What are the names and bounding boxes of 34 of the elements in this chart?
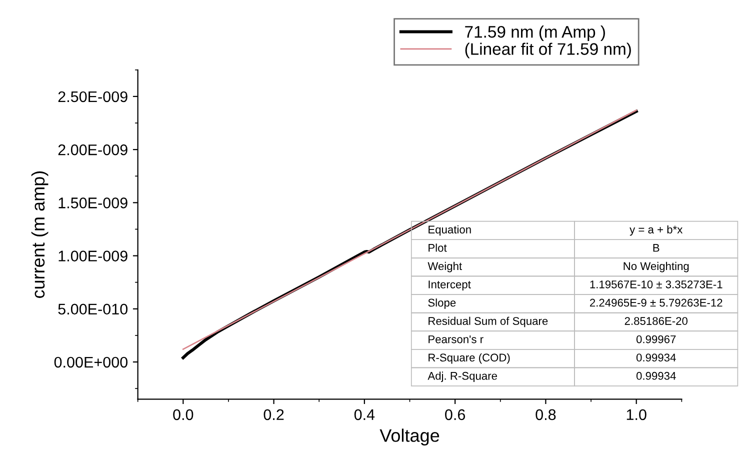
annotation: 0.99934 xyxy=(636,354,676,362)
annotation: Adj. R-Square xyxy=(428,372,497,382)
x-tick-label: 1.0 xyxy=(626,409,646,420)
legend-label: 71.59 nm (m Amp ) xyxy=(465,26,605,42)
y-axis-title: current (m amp) xyxy=(31,171,48,298)
annotation: Slope xyxy=(428,298,456,309)
y-tick-label: 2.50E-009 xyxy=(58,91,128,102)
annotation: Plot xyxy=(428,244,447,252)
annotation: B xyxy=(653,244,660,252)
annotation: Equation xyxy=(428,225,471,236)
x-tick-label: 0.4 xyxy=(354,409,375,420)
x-tick-label: 0.0 xyxy=(173,409,194,420)
annotation: 2.24965E-9 ± 5.79263E-12 xyxy=(590,298,722,307)
x-tick-label: 0.2 xyxy=(264,409,284,420)
annotation: 0.99934 xyxy=(636,372,676,380)
annotation: Pearson's r xyxy=(428,335,484,344)
y-tick-label: 1.00E-009 xyxy=(58,250,128,262)
annotation: Weight xyxy=(428,262,462,272)
x-tick-label: 0.8 xyxy=(536,409,556,420)
y-tick-label: 2.00E-009 xyxy=(58,144,128,156)
annotation: 2.85186E-20 xyxy=(624,317,688,325)
annotation: Residual Sum of Square xyxy=(428,316,548,328)
x-tick-label: 0.6 xyxy=(445,409,466,420)
x-axis-title: Voltage xyxy=(380,428,440,446)
annotation: 1.19567E-10 ± 3.35273E-1 xyxy=(590,280,722,288)
annotation: No Weighting xyxy=(624,262,689,272)
legend-label: (Linear fit of 71.59 nm) xyxy=(465,42,631,58)
y-tick-label: 0.00E+000 xyxy=(54,356,128,368)
annotation: 0.99967 xyxy=(636,335,676,344)
y-tick-label: 1.50E-009 xyxy=(58,198,128,208)
annotation: y = a + b*x xyxy=(630,225,683,236)
annotation: R-Square (COD) xyxy=(428,353,510,364)
annotation: Intercept xyxy=(428,280,471,291)
y-tick-label: 5.00E-010 xyxy=(58,304,128,315)
